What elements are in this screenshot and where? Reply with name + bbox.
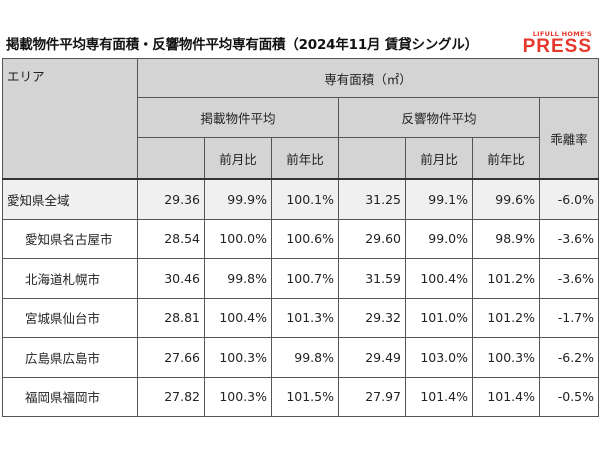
response-yoy-cell: 101.4% bbox=[472, 376, 540, 417]
listing-yoy-cell: 101.5% bbox=[271, 376, 339, 417]
brand-logo: LIFULL HOME'S PRESS bbox=[523, 30, 592, 56]
response-yoy-cell: 98.9% bbox=[472, 218, 540, 259]
response-avg-header bbox=[338, 137, 406, 180]
response-yoy-header: 前年比 bbox=[472, 137, 540, 180]
header: 掲載物件平均専有面積・反響物件平均専有面積（2024年11月 賃貸シングル） L… bbox=[0, 0, 600, 58]
listing-mom-cell: 99.8% bbox=[204, 258, 272, 299]
area-cell: 広島県広島市 bbox=[2, 337, 138, 378]
listing-mom-cell: 99.9% bbox=[204, 178, 272, 220]
response-yoy-cell: 100.3% bbox=[472, 337, 540, 378]
listing-header: 掲載物件平均 bbox=[137, 97, 339, 138]
response-yoy-cell: 99.6% bbox=[472, 178, 540, 220]
response-mom-cell: 101.0% bbox=[405, 297, 473, 338]
response-avg-cell: 27.97 bbox=[338, 376, 406, 417]
listing-yoy-cell: 99.8% bbox=[271, 337, 339, 378]
divergence-cell: -3.6% bbox=[538, 218, 600, 259]
listing-avg-cell: 27.82 bbox=[137, 376, 205, 417]
divergence-cell: -0.5% bbox=[538, 376, 600, 417]
page-title: 掲載物件平均専有面積・反響物件平均専有面積（2024年11月 賃貸シングル） bbox=[6, 37, 478, 53]
listing-yoy-header: 前年比 bbox=[271, 137, 339, 180]
listing-avg-header bbox=[137, 137, 205, 180]
table-row: 愛知県全域 29.36 99.9% 100.1% 31.25 99.1% 99.… bbox=[2, 178, 600, 220]
brand-logo-top: LIFULL HOME'S bbox=[532, 30, 592, 38]
response-mom-cell: 101.4% bbox=[405, 376, 473, 417]
divergence-cell: -6.2% bbox=[538, 337, 600, 378]
area-cell: 宮城県仙台市 bbox=[2, 297, 138, 338]
listing-yoy-cell: 101.3% bbox=[271, 297, 339, 338]
area-cell: 福岡県福岡市 bbox=[2, 376, 138, 417]
response-header: 反響物件平均 bbox=[338, 97, 540, 138]
table-row: 福岡県福岡市 27.82 100.3% 101.5% 27.97 101.4% … bbox=[2, 376, 600, 417]
listing-avg-cell: 28.54 bbox=[137, 218, 205, 259]
area-table: エリア 専有面積（㎡） 掲載物件平均 反響物件平均 乖離率 前月比 前年比 前月… bbox=[2, 58, 600, 417]
listing-avg-cell: 30.46 bbox=[137, 258, 205, 299]
area-header: エリア bbox=[2, 58, 138, 180]
listing-avg-cell: 29.36 bbox=[137, 178, 205, 220]
response-avg-cell: 29.60 bbox=[338, 218, 406, 259]
response-yoy-cell: 101.2% bbox=[472, 258, 540, 299]
response-mom-cell: 99.1% bbox=[405, 178, 473, 220]
listing-yoy-cell: 100.7% bbox=[271, 258, 339, 299]
response-avg-cell: 29.32 bbox=[338, 297, 406, 338]
brand-logo-main: PRESS bbox=[522, 36, 592, 57]
area-cell: 北海道札幌市 bbox=[2, 258, 138, 299]
listing-yoy-cell: 100.1% bbox=[271, 178, 339, 220]
response-avg-cell: 31.59 bbox=[338, 258, 406, 299]
listing-mom-header: 前月比 bbox=[204, 137, 272, 180]
table-row: 広島県広島市 27.66 100.3% 99.8% 29.49 103.0% 1… bbox=[2, 337, 600, 378]
area-cell: 愛知県全域 bbox=[2, 178, 138, 220]
table-row: 宮城県仙台市 28.81 100.4% 101.3% 29.32 101.0% … bbox=[2, 297, 600, 338]
divergence-cell: -1.7% bbox=[538, 297, 600, 338]
response-avg-cell: 29.49 bbox=[338, 337, 406, 378]
listing-mom-cell: 100.0% bbox=[204, 218, 272, 259]
group-header: 専有面積（㎡） bbox=[136, 58, 600, 98]
listing-avg-cell: 28.81 bbox=[137, 297, 205, 338]
listing-mom-cell: 100.4% bbox=[204, 297, 272, 338]
response-mom-cell: 100.4% bbox=[405, 258, 473, 299]
divergence-header: 乖離率 bbox=[538, 97, 600, 180]
response-yoy-cell: 101.2% bbox=[472, 297, 540, 338]
table-row: 北海道札幌市 30.46 99.8% 100.7% 31.59 100.4% 1… bbox=[2, 258, 600, 299]
listing-mom-cell: 100.3% bbox=[204, 337, 272, 378]
divergence-cell: -3.6% bbox=[538, 258, 600, 299]
table-row: 愛知県名古屋市 28.54 100.0% 100.6% 29.60 99.0% … bbox=[2, 218, 600, 259]
listing-yoy-cell: 100.6% bbox=[271, 218, 339, 259]
divergence-cell: -6.0% bbox=[538, 178, 600, 220]
listing-mom-cell: 100.3% bbox=[204, 376, 272, 417]
response-mom-cell: 99.0% bbox=[405, 218, 473, 259]
response-mom-cell: 103.0% bbox=[405, 337, 473, 378]
listing-avg-cell: 27.66 bbox=[137, 337, 205, 378]
response-mom-header: 前月比 bbox=[405, 137, 473, 180]
area-cell: 愛知県名古屋市 bbox=[2, 218, 138, 259]
response-avg-cell: 31.25 bbox=[338, 178, 406, 220]
